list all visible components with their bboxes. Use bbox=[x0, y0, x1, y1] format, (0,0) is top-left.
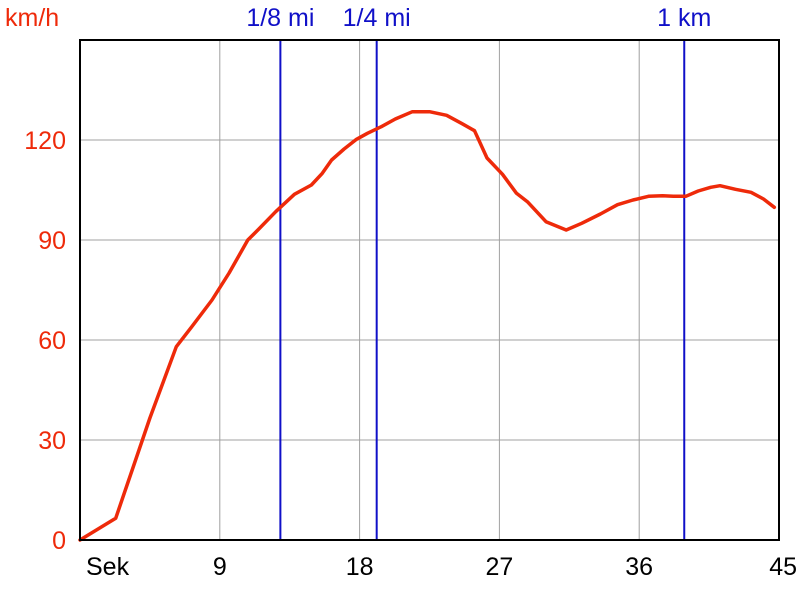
x-tick-label: 9 bbox=[213, 553, 227, 581]
speed-line bbox=[78, 109, 777, 542]
grid bbox=[80, 40, 779, 540]
x-tick-label: 36 bbox=[625, 553, 653, 581]
x-tick-label: 27 bbox=[485, 553, 513, 581]
x-tick-label: 45 bbox=[769, 553, 797, 581]
x-tick-label: 18 bbox=[346, 553, 374, 581]
x-axis-start-label: Sek bbox=[86, 553, 130, 581]
y-tick-label: 120 bbox=[24, 127, 66, 155]
distance-marker-label: 1 km bbox=[657, 4, 711, 32]
tick-labels: 1/8 mi 1/4 mi 1 km 9 18 27 36 45 0 30 60 90 120 bbox=[24, 4, 797, 581]
y-tick-label: 60 bbox=[38, 327, 66, 355]
plot-frame bbox=[79, 39, 780, 541]
distance-marker-label: 1/4 mi bbox=[343, 4, 411, 32]
y-tick-label: 0 bbox=[52, 527, 66, 555]
y-tick-label: 90 bbox=[38, 227, 66, 255]
y-axis-label: km/h bbox=[5, 4, 59, 32]
distance-markers bbox=[279, 40, 686, 540]
distance-marker-label: 1/8 mi bbox=[246, 4, 314, 32]
series bbox=[78, 109, 777, 542]
y-tick-label: 30 bbox=[38, 427, 66, 455]
